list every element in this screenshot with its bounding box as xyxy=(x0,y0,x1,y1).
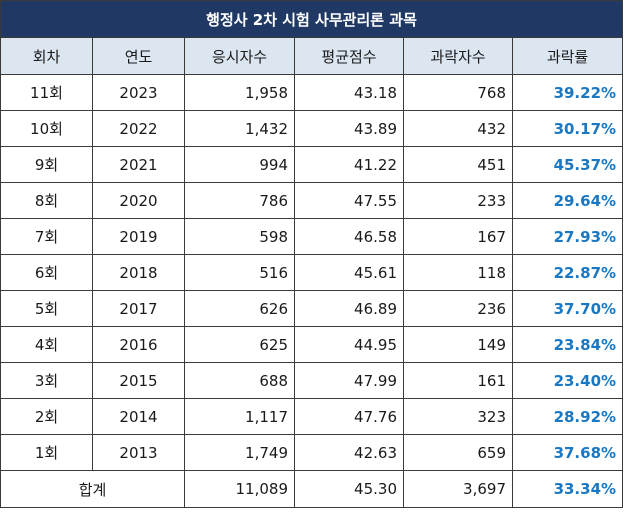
cell-fail-rate: 37.68% xyxy=(511,434,624,471)
cell-avg-score: 43.18 xyxy=(294,74,404,111)
table-row: 2회 2014 1,117 47.76 323 28.92% xyxy=(0,398,624,435)
total-label: 합계 xyxy=(0,470,185,508)
cell-applicants: 688 xyxy=(184,362,295,399)
table-row: 9회 2021 994 41.22 451 45.37% xyxy=(0,146,624,183)
cell-fail-rate: 23.84% xyxy=(511,326,624,363)
cell-applicants: 1,749 xyxy=(184,434,295,471)
cell-year: 2017 xyxy=(92,290,185,327)
cell-avg-score: 46.58 xyxy=(294,218,404,255)
cell-applicants: 1,117 xyxy=(184,398,295,435)
cell-applicants: 1,958 xyxy=(184,74,295,111)
cell-year: 2020 xyxy=(92,182,185,219)
cell-fail-rate: 30.17% xyxy=(511,110,624,147)
table-row: 3회 2015 688 47.99 161 23.40% xyxy=(0,362,624,399)
cell-fail-count: 451 xyxy=(403,146,513,183)
cell-fail-rate: 23.40% xyxy=(511,362,624,399)
header-round: 회차 xyxy=(0,37,93,75)
cell-fail-count: 167 xyxy=(403,218,513,255)
table-title-row: 행정사 2차 시험 사무관리론 과목 xyxy=(0,0,624,38)
cell-year: 2018 xyxy=(92,254,185,291)
table-title: 행정사 2차 시험 사무관리론 과목 xyxy=(0,0,624,38)
cell-round: 8회 xyxy=(0,182,93,219)
cell-year: 2022 xyxy=(92,110,185,147)
cell-year: 2015 xyxy=(92,362,185,399)
header-fail-count: 과락자수 xyxy=(403,37,513,75)
cell-round: 9회 xyxy=(0,146,93,183)
cell-avg-score: 43.89 xyxy=(294,110,404,147)
table-header-row: 회차 연도 응시자수 평균점수 과락자수 과락률 xyxy=(0,37,624,75)
cell-avg-score: 45.61 xyxy=(294,254,404,291)
total-fail-rate: 33.34% xyxy=(511,470,624,508)
cell-round: 1회 xyxy=(0,434,93,471)
table-row: 1회 2013 1,749 42.63 659 37.68% xyxy=(0,434,624,471)
total-applicants: 11,089 xyxy=(184,470,295,508)
cell-year: 2014 xyxy=(92,398,185,435)
cell-round: 4회 xyxy=(0,326,93,363)
cell-applicants: 994 xyxy=(184,146,295,183)
table-total-row: 합계 11,089 45.30 3,697 33.34% xyxy=(0,470,624,508)
cell-year: 2019 xyxy=(92,218,185,255)
cell-fail-rate: 29.64% xyxy=(511,182,624,219)
total-fail-count: 3,697 xyxy=(403,470,513,508)
cell-fail-count: 432 xyxy=(403,110,513,147)
cell-avg-score: 46.89 xyxy=(294,290,404,327)
table-row: 4회 2016 625 44.95 149 23.84% xyxy=(0,326,624,363)
table-row: 11회 2023 1,958 43.18 768 39.22% xyxy=(0,74,624,111)
cell-fail-rate: 37.70% xyxy=(511,290,624,327)
cell-fail-count: 323 xyxy=(403,398,513,435)
cell-year: 2021 xyxy=(92,146,185,183)
cell-applicants: 598 xyxy=(184,218,295,255)
cell-round: 6회 xyxy=(0,254,93,291)
cell-avg-score: 47.99 xyxy=(294,362,404,399)
cell-avg-score: 41.22 xyxy=(294,146,404,183)
cell-round: 2회 xyxy=(0,398,93,435)
cell-avg-score: 47.76 xyxy=(294,398,404,435)
cell-applicants: 625 xyxy=(184,326,295,363)
cell-year: 2013 xyxy=(92,434,185,471)
cell-fail-count: 659 xyxy=(403,434,513,471)
cell-fail-rate: 22.87% xyxy=(511,254,624,291)
table-row: 10회 2022 1,432 43.89 432 30.17% xyxy=(0,110,624,147)
cell-fail-count: 768 xyxy=(403,74,513,111)
cell-round: 5회 xyxy=(0,290,93,327)
table-row: 6회 2018 516 45.61 118 22.87% xyxy=(0,254,624,291)
cell-applicants: 516 xyxy=(184,254,295,291)
cell-round: 7회 xyxy=(0,218,93,255)
header-year: 연도 xyxy=(92,37,185,75)
cell-round: 3회 xyxy=(0,362,93,399)
table-row: 7회 2019 598 46.58 167 27.93% xyxy=(0,218,624,255)
table-row: 5회 2017 626 46.89 236 37.70% xyxy=(0,290,624,327)
cell-avg-score: 42.63 xyxy=(294,434,404,471)
cell-applicants: 626 xyxy=(184,290,295,327)
cell-year: 2016 xyxy=(92,326,185,363)
exam-stats-table: 행정사 2차 시험 사무관리론 과목 회차 연도 응시자수 평균점수 과락자수 … xyxy=(0,0,624,508)
cell-year: 2023 xyxy=(92,74,185,111)
header-fail-rate: 과락률 xyxy=(511,37,624,75)
cell-fail-rate: 45.37% xyxy=(511,146,624,183)
cell-fail-count: 233 xyxy=(403,182,513,219)
cell-applicants: 786 xyxy=(184,182,295,219)
cell-fail-count: 236 xyxy=(403,290,513,327)
cell-fail-rate: 27.93% xyxy=(511,218,624,255)
total-avg-score: 45.30 xyxy=(294,470,404,508)
cell-avg-score: 44.95 xyxy=(294,326,404,363)
cell-fail-count: 161 xyxy=(403,362,513,399)
cell-avg-score: 47.55 xyxy=(294,182,404,219)
table-row: 8회 2020 786 47.55 233 29.64% xyxy=(0,182,624,219)
cell-round: 11회 xyxy=(0,74,93,111)
cell-applicants: 1,432 xyxy=(184,110,295,147)
cell-fail-count: 118 xyxy=(403,254,513,291)
cell-fail-count: 149 xyxy=(403,326,513,363)
cell-fail-rate: 28.92% xyxy=(511,398,624,435)
cell-round: 10회 xyxy=(0,110,93,147)
header-avg-score: 평균점수 xyxy=(294,37,404,75)
header-applicants: 응시자수 xyxy=(184,37,295,75)
cell-fail-rate: 39.22% xyxy=(511,74,624,111)
